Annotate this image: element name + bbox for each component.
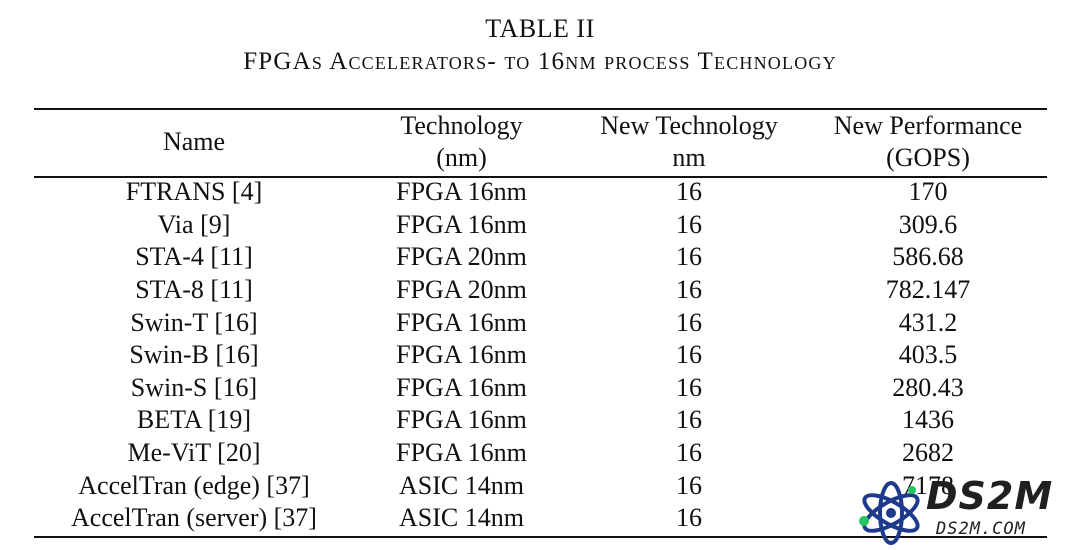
cell-new-performance: 170 (908, 177, 948, 207)
table-row: STA-4 [11] FPGA 20nm 16 586.68 (34, 241, 1047, 274)
cell-name: STA-4 [11] (135, 242, 253, 272)
cell-technology: FPGA 16nm (396, 405, 527, 435)
cell-technology: FPGA 20nm (396, 242, 527, 272)
cell-new-technology: 16 (676, 242, 702, 272)
cell-new-technology: 16 (676, 470, 702, 500)
table-row: Swin-T [16] FPGA 16nm 16 431.2 (34, 306, 1047, 339)
cell-name: STA-8 [11] (135, 275, 253, 305)
header-row: Name Technology (nm) New Technology nm New… (34, 108, 1047, 176)
header-name: Name (162, 127, 226, 156)
cell-new-technology: 16 (676, 177, 702, 207)
cell-new-technology: 16 (676, 307, 702, 337)
cell-name: AccelTran (edge) [37] (78, 470, 310, 500)
cell-name: FTRANS [4] (125, 177, 263, 207)
table-row: AccelTran (server) [37] ASIC 14nm 16 (34, 502, 1047, 535)
header-rule (34, 176, 1047, 178)
cell-name: Swin-B [16] (129, 340, 259, 370)
table-row: AccelTran (edge) [37] ASIC 14nm 16 7178 (34, 469, 1047, 502)
header-technology: Technology (nm) (400, 111, 523, 172)
cell-technology: FPGA 16nm (396, 177, 527, 207)
table-row: Me-ViT [20] FPGA 16nm 16 2682 (34, 437, 1047, 470)
header-new-performance: New Performance (GOPS) (833, 111, 1023, 172)
table-title: FPGAs Accelerators- to 16nm process Tech… (243, 48, 837, 75)
cell-technology: FPGA 16nm (396, 438, 527, 468)
cell-new-technology: 16 (676, 405, 702, 435)
data-table: Name Technology (nm) New Technology nm New… (34, 108, 1047, 535)
cell-new-performance: 1436 (902, 405, 954, 435)
bottom-rule (34, 536, 1047, 538)
cell-new-technology: 16 (676, 275, 702, 305)
cell-new-technology: 16 (676, 372, 702, 402)
watermark-site: DS2M.COM (936, 519, 1026, 539)
atom-icon (859, 481, 920, 545)
header-new-technology: New Technology nm (600, 111, 778, 172)
cell-new-technology: 16 (676, 209, 702, 239)
table-row: Swin-B [16] FPGA 16nm 16 403.5 (34, 339, 1047, 372)
table-label: TABLE II (485, 14, 595, 43)
cell-name: Swin-T [16] (130, 307, 258, 337)
watermark: DS2M DS2M.COM (850, 468, 1080, 550)
cell-technology: FPGA 16nm (396, 372, 527, 402)
watermark-brand: DS2M (926, 474, 1054, 518)
cell-new-performance: 403.5 (898, 340, 958, 370)
cell-name: AccelTran (server) [37] (71, 503, 317, 533)
cell-technology: FPGA 16nm (396, 209, 527, 239)
cell-new-performance: 280.43 (892, 372, 964, 402)
cell-name: Swin-S [16] (130, 372, 258, 402)
cell-new-performance: 309.6 (898, 209, 958, 239)
cell-technology: ASIC 14nm (399, 470, 524, 500)
cell-technology: FPGA 16nm (396, 307, 527, 337)
cell-new-performance: 586.68 (892, 242, 964, 272)
table-row: Via [9] FPGA 16nm 16 309.6 (34, 209, 1047, 242)
cell-new-performance: 782.147 (885, 275, 971, 305)
cell-technology: ASIC 14nm (399, 503, 524, 533)
cell-new-performance: 2682 (902, 438, 954, 468)
cell-name: Via [9] (157, 209, 231, 239)
table-row: Swin-S [16] FPGA 16nm 16 280.43 (34, 372, 1047, 405)
cell-new-technology: 16 (676, 438, 702, 468)
table-row: BETA [19] FPGA 16nm 16 1436 (34, 404, 1047, 437)
cell-technology: FPGA 16nm (396, 340, 527, 370)
cell-new-performance: 431.2 (898, 307, 958, 337)
cell-new-technology: 16 (676, 340, 702, 370)
table-row: STA-8 [11] FPGA 20nm 16 782.147 (34, 274, 1047, 307)
cell-technology: FPGA 20nm (396, 275, 527, 305)
cell-name: Me-ViT [20] (127, 438, 261, 468)
top-rule (34, 108, 1047, 110)
cell-name: BETA [19] (136, 405, 252, 435)
cell-new-technology: 16 (676, 503, 702, 533)
table-row: FTRANS [4] FPGA 16nm 16 170 (34, 176, 1047, 209)
